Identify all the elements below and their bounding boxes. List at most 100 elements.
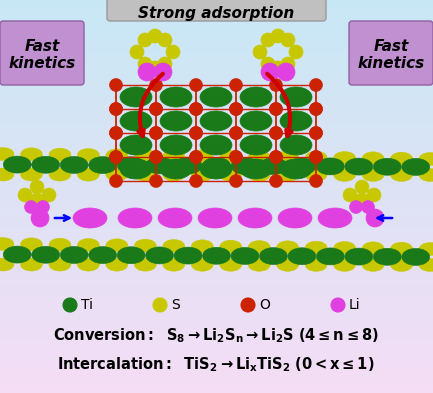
- Ellipse shape: [229, 103, 242, 116]
- Ellipse shape: [231, 158, 259, 174]
- Ellipse shape: [248, 168, 270, 181]
- Ellipse shape: [110, 103, 123, 116]
- Ellipse shape: [419, 169, 433, 182]
- Ellipse shape: [110, 174, 123, 187]
- Ellipse shape: [200, 159, 232, 179]
- Ellipse shape: [60, 246, 88, 263]
- Ellipse shape: [163, 149, 185, 162]
- Ellipse shape: [130, 45, 144, 59]
- Ellipse shape: [391, 242, 413, 255]
- Ellipse shape: [402, 158, 430, 175]
- Ellipse shape: [160, 135, 192, 155]
- Ellipse shape: [280, 135, 312, 155]
- Ellipse shape: [362, 200, 375, 213]
- FancyBboxPatch shape: [0, 21, 84, 85]
- Ellipse shape: [391, 169, 413, 182]
- Ellipse shape: [355, 180, 369, 194]
- Ellipse shape: [229, 103, 242, 116]
- Ellipse shape: [106, 149, 128, 162]
- Ellipse shape: [261, 63, 279, 81]
- Text: Ti: Ti: [81, 298, 93, 312]
- Ellipse shape: [73, 208, 107, 228]
- Ellipse shape: [134, 149, 156, 162]
- Ellipse shape: [0, 147, 14, 160]
- Ellipse shape: [419, 152, 433, 165]
- Ellipse shape: [120, 87, 152, 107]
- Text: Strong adsorption: Strong adsorption: [138, 6, 294, 21]
- Ellipse shape: [362, 169, 384, 182]
- Ellipse shape: [310, 151, 323, 163]
- Ellipse shape: [3, 246, 31, 263]
- Ellipse shape: [269, 127, 282, 140]
- FancyBboxPatch shape: [349, 21, 433, 85]
- Ellipse shape: [158, 208, 192, 228]
- Ellipse shape: [42, 188, 56, 202]
- Ellipse shape: [355, 193, 369, 207]
- Ellipse shape: [106, 239, 128, 252]
- Ellipse shape: [240, 135, 272, 155]
- Ellipse shape: [277, 151, 299, 164]
- Ellipse shape: [229, 151, 242, 163]
- Ellipse shape: [269, 174, 282, 187]
- Ellipse shape: [277, 168, 299, 181]
- Ellipse shape: [278, 208, 312, 228]
- Ellipse shape: [203, 247, 230, 264]
- Ellipse shape: [419, 242, 433, 255]
- Ellipse shape: [248, 241, 270, 253]
- Ellipse shape: [317, 158, 344, 175]
- Ellipse shape: [191, 258, 213, 271]
- Ellipse shape: [281, 57, 295, 71]
- Ellipse shape: [366, 209, 384, 227]
- Ellipse shape: [231, 248, 259, 264]
- Ellipse shape: [310, 151, 323, 163]
- Ellipse shape: [220, 240, 242, 253]
- Ellipse shape: [190, 151, 203, 163]
- Ellipse shape: [240, 87, 272, 107]
- Ellipse shape: [89, 246, 116, 264]
- Ellipse shape: [149, 103, 162, 116]
- Ellipse shape: [362, 259, 384, 272]
- Ellipse shape: [117, 247, 145, 264]
- Ellipse shape: [163, 239, 185, 252]
- Ellipse shape: [269, 151, 282, 163]
- Ellipse shape: [253, 45, 267, 59]
- Ellipse shape: [419, 259, 433, 272]
- Ellipse shape: [277, 63, 295, 81]
- Ellipse shape: [198, 208, 232, 228]
- Ellipse shape: [190, 79, 203, 92]
- Ellipse shape: [362, 152, 384, 165]
- Ellipse shape: [174, 247, 202, 264]
- Ellipse shape: [229, 151, 242, 163]
- Text: Fast
kinetics: Fast kinetics: [8, 39, 76, 71]
- Ellipse shape: [78, 239, 100, 252]
- Ellipse shape: [373, 158, 401, 175]
- Ellipse shape: [0, 237, 14, 250]
- Ellipse shape: [229, 79, 242, 92]
- Text: $\mathbf{Intercalation:\ \ TiS_2 \rightarrow Li_xTiS_2\ (0 < x\leq 1)}$: $\mathbf{Intercalation:\ \ TiS_2 \righta…: [57, 355, 375, 374]
- Ellipse shape: [305, 168, 327, 181]
- Ellipse shape: [0, 168, 14, 181]
- Ellipse shape: [191, 240, 213, 253]
- Ellipse shape: [277, 241, 299, 254]
- Ellipse shape: [20, 258, 42, 271]
- Ellipse shape: [310, 127, 323, 140]
- Text: S: S: [171, 298, 180, 312]
- Ellipse shape: [280, 111, 312, 131]
- Ellipse shape: [280, 87, 312, 107]
- Ellipse shape: [110, 151, 123, 163]
- Ellipse shape: [331, 298, 345, 312]
- Ellipse shape: [367, 188, 381, 202]
- Ellipse shape: [158, 33, 172, 47]
- Ellipse shape: [241, 298, 255, 312]
- Ellipse shape: [148, 29, 162, 43]
- Ellipse shape: [190, 127, 203, 140]
- Text: Fast
kinetics: Fast kinetics: [357, 39, 425, 71]
- Ellipse shape: [110, 127, 123, 140]
- Ellipse shape: [220, 168, 242, 181]
- Ellipse shape: [333, 242, 355, 255]
- Ellipse shape: [240, 159, 272, 179]
- Ellipse shape: [271, 61, 285, 75]
- Ellipse shape: [32, 246, 60, 263]
- FancyBboxPatch shape: [107, 0, 326, 21]
- Ellipse shape: [78, 149, 100, 162]
